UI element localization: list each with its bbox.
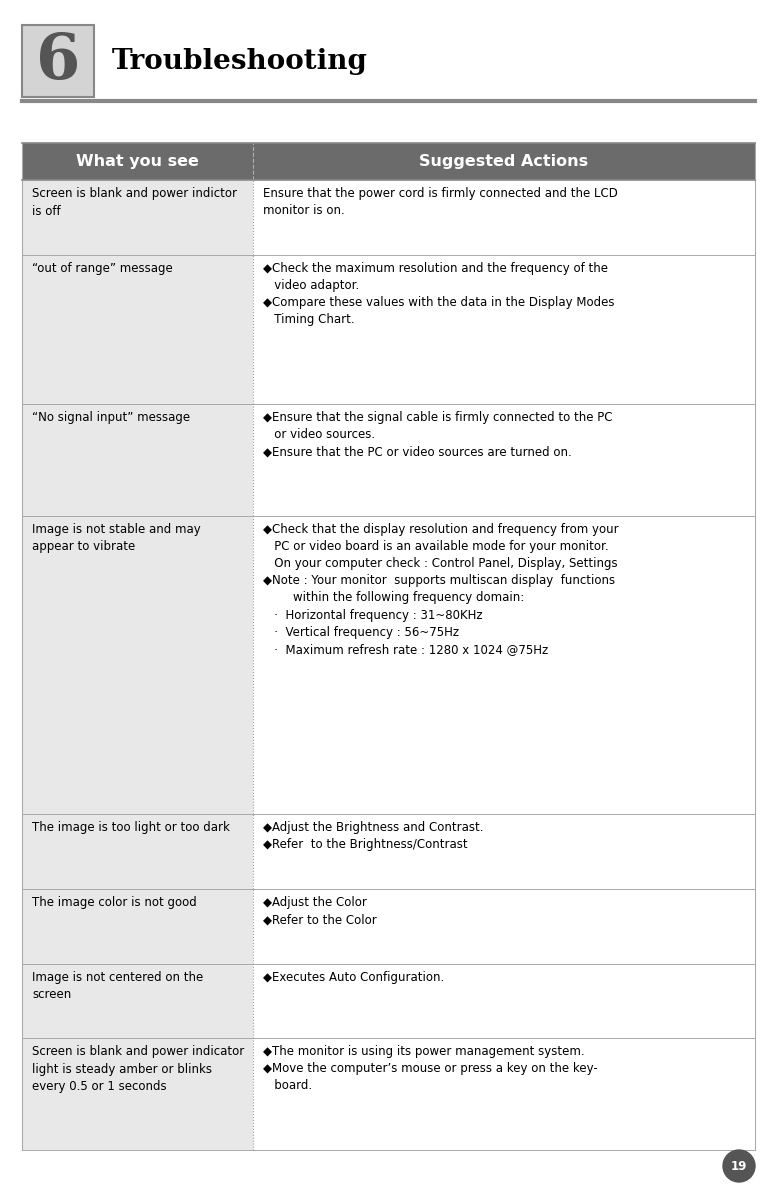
Text: Screen is blank and power indicator
light is steady amber or blinks
every 0.5 or: Screen is blank and power indicator ligh… [32,1045,244,1093]
Bar [253,889,755,963]
Bar [22,814,253,889]
Bar [253,1038,755,1150]
Bar [253,404,755,516]
Text: ◆Ensure that the signal cable is firmly connected to the PC: ◆Ensure that the signal cable is firmly … [263,411,612,424]
Text: 19: 19 [731,1159,747,1173]
Text: ·  Vertical frequency : 56~75Hz: · Vertical frequency : 56~75Hz [263,626,459,639]
Text: board.: board. [263,1080,312,1092]
Bar [22,25,94,97]
Text: The image is too light or too dark: The image is too light or too dark [32,821,230,834]
Bar [253,255,755,404]
Bar [22,889,253,963]
Text: ◆Adjust the Brightness and Contrast.: ◆Adjust the Brightness and Contrast. [263,821,483,834]
Text: On your computer check : Control Panel, Display, Settings: On your computer check : Control Panel, … [263,557,618,570]
Text: ◆Move the computer’s mouse or press a key on the key-: ◆Move the computer’s mouse or press a ke… [263,1062,598,1075]
Text: ◆Note : Your monitor  supports multiscan display  functions: ◆Note : Your monitor supports multiscan … [263,574,615,587]
Text: ◆Check that the display resolution and frequency from your: ◆Check that the display resolution and f… [263,523,618,536]
Text: ◆Check the maximum resolution and the frequency of the: ◆Check the maximum resolution and the fr… [263,261,608,274]
Bar [253,814,755,889]
Bar [22,963,253,1038]
Text: ·  Maximum refresh rate : 1280 x 1024 @75Hz: · Maximum refresh rate : 1280 x 1024 @75… [263,643,548,656]
Text: Troubleshooting: Troubleshooting [112,48,368,75]
Text: Suggested Actions: Suggested Actions [420,154,588,169]
Text: “No signal input” message: “No signal input” message [32,411,190,424]
Bar [253,143,755,181]
Text: monitor is on.: monitor is on. [263,204,345,217]
Bar [253,516,755,814]
Text: ◆Refer to the Color: ◆Refer to the Color [263,914,377,925]
Text: 6: 6 [36,31,80,91]
Text: ◆Compare these values with the data in the Display Modes: ◆Compare these values with the data in t… [263,296,615,309]
Text: PC or video board is an available mode for your monitor.: PC or video board is an available mode f… [263,541,608,554]
Text: ·  Horizontal frequency : 31~80KHz: · Horizontal frequency : 31~80KHz [263,608,483,621]
Text: ◆Adjust the Color: ◆Adjust the Color [263,896,367,909]
Bar [253,181,755,255]
Text: Ensure that the power cord is firmly connected and the LCD: Ensure that the power cord is firmly con… [263,188,618,201]
Text: ◆Ensure that the PC or video sources are turned on.: ◆Ensure that the PC or video sources are… [263,446,572,459]
Bar [253,963,755,1038]
Text: ◆Refer  to the Brightness/Contrast: ◆Refer to the Brightness/Contrast [263,839,468,852]
Text: “out of range” message: “out of range” message [32,261,172,274]
Text: Image is not stable and may
appear to vibrate: Image is not stable and may appear to vi… [32,523,200,554]
Text: The image color is not good: The image color is not good [32,896,197,909]
Text: Timing Chart.: Timing Chart. [263,314,354,327]
Bar [22,143,253,181]
Bar [22,1038,253,1150]
Text: Image is not centered on the
screen: Image is not centered on the screen [32,971,204,1001]
Text: video adaptor.: video adaptor. [263,279,359,292]
Text: ◆The monitor is using its power management system.: ◆The monitor is using its power manageme… [263,1045,584,1059]
Text: or video sources.: or video sources. [263,428,375,441]
Bar [22,181,253,255]
Circle shape [723,1150,755,1182]
Bar [22,516,253,814]
Text: within the following frequency domain:: within the following frequency domain: [263,592,524,605]
Text: ◆Executes Auto Configuration.: ◆Executes Auto Configuration. [263,971,444,984]
Text: Screen is blank and power indictor
is off: Screen is blank and power indictor is of… [32,188,237,217]
Text: What you see: What you see [76,154,199,169]
Bar [22,255,253,404]
Bar [22,404,253,516]
